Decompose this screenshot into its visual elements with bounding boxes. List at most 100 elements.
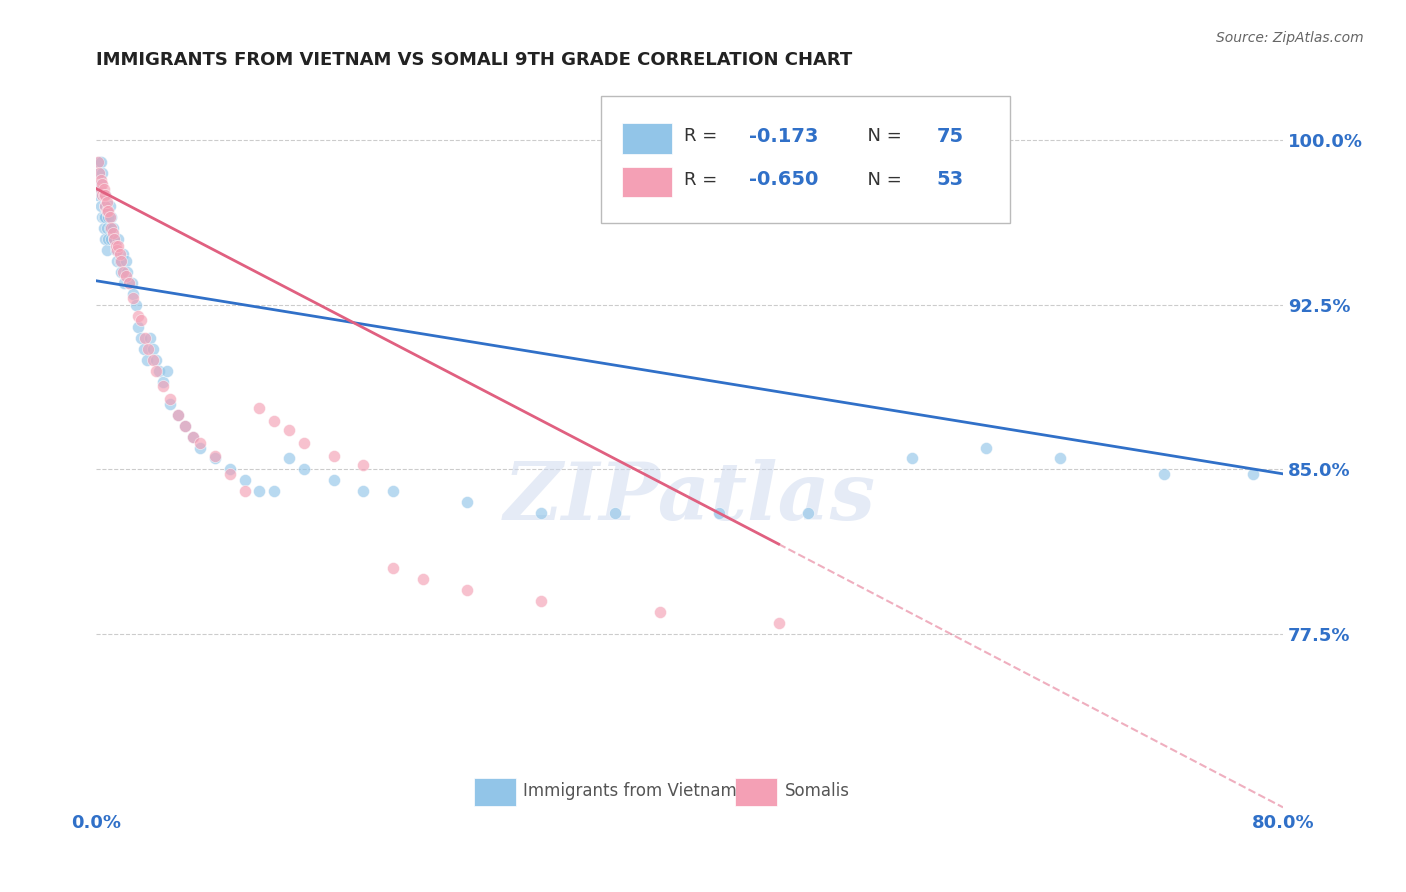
Point (181, 429, 204, 443)
Point (278, 423, 301, 437)
Point (188, 436, 211, 450)
Point (204, 451, 226, 466)
Point (98, 199, 121, 213)
Point (108, 254, 131, 268)
Point (93, 188, 115, 202)
Point (90, 178, 112, 192)
Point (352, 484, 374, 499)
Point (292, 436, 315, 450)
Point (91, 166, 114, 180)
Point (174, 418, 197, 433)
Point (91, 178, 114, 192)
FancyBboxPatch shape (621, 167, 672, 197)
Point (127, 319, 149, 334)
Point (148, 364, 170, 378)
Point (96, 243, 118, 257)
Point (218, 467, 240, 481)
Point (138, 331, 160, 345)
Point (1049, 451, 1071, 466)
Point (159, 392, 181, 407)
Point (96, 194, 118, 209)
Text: Source: ZipAtlas.com: Source: ZipAtlas.com (1216, 31, 1364, 45)
Text: Immigrants from Vietnam: Immigrants from Vietnam (523, 782, 737, 800)
Point (181, 429, 204, 443)
Point (97, 232, 120, 246)
FancyBboxPatch shape (600, 96, 1010, 223)
Point (97, 210, 120, 224)
Point (111, 265, 134, 279)
FancyBboxPatch shape (474, 779, 516, 805)
Point (105, 254, 128, 268)
Point (117, 265, 139, 279)
Point (87, 188, 110, 202)
Point (1153, 467, 1175, 481)
Point (797, 507, 820, 521)
Point (112, 276, 135, 290)
Text: 75: 75 (936, 127, 963, 145)
Point (110, 265, 132, 279)
Point (107, 232, 129, 246)
Point (145, 364, 167, 378)
Point (278, 451, 301, 466)
Point (322, 474, 344, 488)
Point (98, 221, 121, 235)
Point (768, 615, 790, 630)
Point (121, 276, 143, 290)
Point (118, 276, 141, 290)
Point (89, 155, 111, 169)
Point (152, 379, 174, 393)
Text: N =: N = (856, 128, 907, 145)
Point (233, 474, 256, 488)
Point (96, 203, 118, 218)
Point (233, 484, 256, 499)
Point (100, 210, 122, 224)
Point (122, 287, 145, 301)
Point (125, 298, 148, 312)
Point (263, 414, 285, 428)
Point (107, 238, 129, 252)
Point (166, 408, 188, 422)
Point (901, 451, 924, 466)
Point (204, 450, 226, 464)
Point (218, 462, 240, 476)
Point (530, 594, 553, 608)
Point (381, 561, 404, 575)
Text: R =: R = (683, 128, 723, 145)
Point (166, 408, 188, 422)
Point (322, 450, 344, 464)
Point (1241, 467, 1264, 481)
Point (292, 462, 315, 476)
Point (94, 210, 117, 224)
Point (103, 232, 125, 246)
FancyBboxPatch shape (621, 123, 672, 153)
Point (108, 247, 131, 261)
FancyBboxPatch shape (735, 779, 778, 805)
Point (98, 210, 121, 224)
Point (145, 352, 167, 367)
Point (89, 166, 111, 180)
Text: IMMIGRANTS FROM VIETNAM VS SOMALI 9TH GRADE CORRELATION CHART: IMMIGRANTS FROM VIETNAM VS SOMALI 9TH GR… (96, 51, 852, 69)
Point (135, 352, 157, 367)
Point (94, 188, 117, 202)
Point (90, 173, 112, 187)
Point (709, 507, 731, 521)
Text: -0.650: -0.650 (749, 170, 818, 189)
Point (93, 188, 115, 202)
Point (91, 210, 114, 224)
Point (456, 583, 478, 598)
Point (174, 418, 197, 433)
Point (91, 188, 114, 202)
Point (94, 199, 117, 213)
Point (134, 331, 156, 345)
Point (90, 155, 112, 169)
Point (90, 199, 112, 213)
Point (129, 331, 152, 345)
Point (110, 254, 132, 268)
Point (101, 221, 124, 235)
Point (122, 291, 145, 305)
Point (976, 441, 998, 455)
Point (97, 203, 120, 218)
Point (87, 155, 110, 169)
Point (94, 232, 117, 246)
Point (104, 238, 127, 252)
